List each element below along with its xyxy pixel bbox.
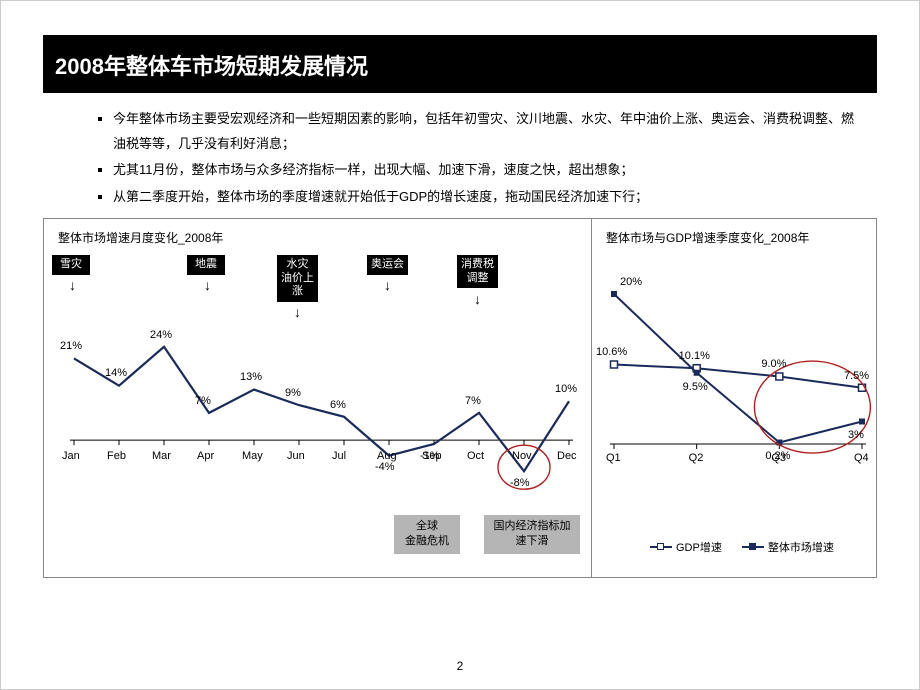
page-number: 2 (1, 659, 919, 673)
bullet-item: 今年整体市场主要受宏观经济和一些短期因素的影响，包括年初雪灾、汶川地震、水灾、年… (113, 107, 859, 156)
data-point-label: 10% (555, 383, 577, 395)
data-point-label: 6% (330, 399, 346, 411)
chart-legend: GDP增速 整体市场增速 (650, 539, 834, 555)
monthly-chart-plot: 21%14%24%7%13%9%6%-4%-1%7%-8%10%JanFebMa… (44, 219, 594, 579)
x-axis-label: Jun (287, 450, 305, 462)
data-point-label: 3% (848, 429, 864, 441)
annotation-box: 国内经济指标加 速下滑 (484, 515, 580, 554)
x-axis-label: Nov (512, 450, 532, 462)
bullet-item: 尤其11月份，整体市场与众多经济指标一样，出现大幅、加速下滑，速度之快，超出想象… (113, 158, 859, 183)
x-axis-label: Mar (152, 450, 171, 462)
x-axis-label: Apr (197, 450, 214, 462)
monthly-chart: 整体市场增速月度变化_2008年 21%14%24%7%13%9%6%-4%-1… (44, 219, 594, 577)
down-arrow-icon: ↓ (204, 277, 211, 293)
legend-gdp: GDP增速 (650, 539, 722, 555)
data-point-label: 20% (620, 276, 642, 288)
data-point-label: 7% (195, 395, 211, 407)
data-point-label: 9.5% (683, 381, 708, 393)
down-arrow-icon: ↓ (69, 277, 76, 293)
event-label: 水灾 油价上 涨 (277, 255, 318, 302)
x-axis-label: Q1 (606, 452, 621, 464)
x-axis-label: Q3 (771, 452, 786, 464)
event-label: 地震 (187, 255, 225, 275)
down-arrow-icon: ↓ (294, 304, 301, 320)
data-point-label: 24% (150, 329, 172, 341)
data-point-label: 7.5% (844, 370, 869, 382)
data-point-label: 9.0% (761, 358, 786, 370)
down-arrow-icon: ↓ (384, 277, 391, 293)
legend-market: 整体市场增速 (742, 539, 834, 555)
data-point-label: 10.1% (679, 350, 710, 362)
data-point-label: 21% (60, 340, 82, 352)
event-label: 奥运会 (367, 255, 408, 275)
x-axis-label: Q2 (689, 452, 704, 464)
down-arrow-icon: ↓ (474, 291, 481, 307)
x-axis-label: Oct (467, 450, 484, 462)
bullet-list: 今年整体市场主要受宏观经济和一些短期因素的影响，包括年初雪灾、汶川地震、水灾、年… (73, 107, 859, 210)
event-label: 消费税 调整 (457, 255, 498, 289)
data-point-label: 13% (240, 371, 262, 383)
x-axis-label: Jan (62, 450, 80, 462)
legend-market-label: 整体市场增速 (768, 539, 834, 555)
page-title: 2008年整体车市场短期发展情况 (55, 49, 865, 81)
x-axis-label: Q4 (854, 452, 869, 464)
data-point-label: -8% (510, 477, 530, 489)
x-axis-label: Jul (332, 450, 346, 462)
bullet-item: 从第二季度开始，整体市场的季度增速就开始低于GDP的增长速度，拖动国民经济加速下… (113, 185, 859, 210)
data-point-label: 14% (105, 367, 127, 379)
data-point-label: 10.6% (596, 346, 627, 358)
data-point-label: 9% (285, 387, 301, 399)
quarterly-chart-plot: 10.6%10.1%9.0%7.5%20%9.5%0.2%3%Q1Q2Q3Q4 (592, 219, 877, 579)
legend-gdp-label: GDP增速 (676, 539, 722, 555)
x-axis-label: May (242, 450, 263, 462)
charts-container: 整体市场增速月度变化_2008年 21%14%24%7%13%9%6%-4%-1… (43, 218, 877, 578)
data-point-label: 7% (465, 395, 481, 407)
slide-page: 2008年整体车市场短期发展情况 今年整体市场主要受宏观经济和一些短期因素的影响… (0, 0, 920, 690)
x-axis-label: Feb (107, 450, 126, 462)
x-axis-label: Aug (377, 450, 397, 462)
event-label: 雪灾 (52, 255, 90, 275)
x-axis-label: Sep (422, 450, 442, 462)
annotation-box: 全球 金融危机 (394, 515, 460, 554)
data-point-label: -4% (375, 461, 395, 473)
title-bar: 2008年整体车市场短期发展情况 (43, 35, 877, 93)
x-axis-label: Dec (557, 450, 577, 462)
quarterly-chart: 整体市场与GDP增速季度变化_2008年 10.6%10.1%9.0%7.5%2… (591, 219, 876, 577)
